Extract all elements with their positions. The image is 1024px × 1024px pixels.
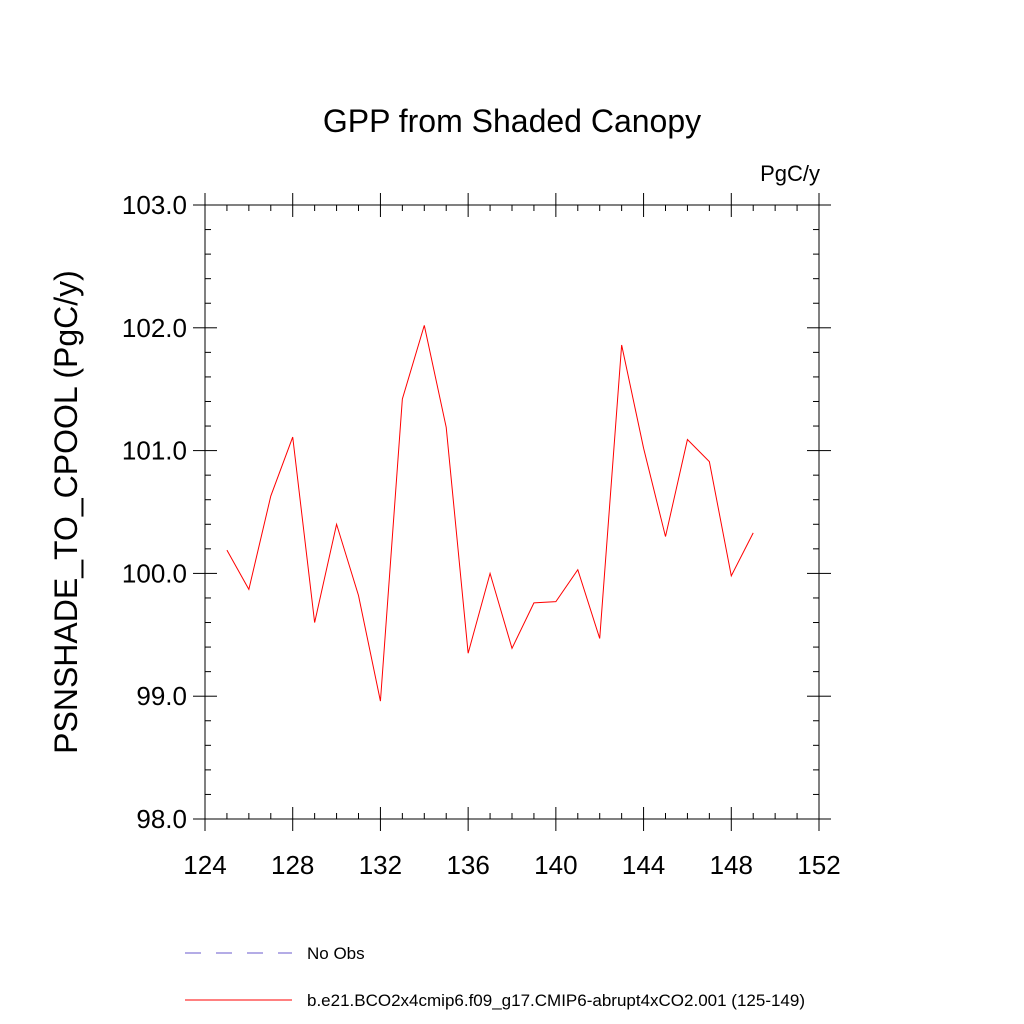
x-tick-label: 124 <box>183 850 226 880</box>
x-tick-label: 144 <box>622 850 665 880</box>
x-tick-label: 140 <box>534 850 577 880</box>
y-tick-label: 101.0 <box>122 436 187 466</box>
x-tick-label: 152 <box>797 850 840 880</box>
x-tick-label: 132 <box>359 850 402 880</box>
legend-label: b.e21.BCO2x4cmip6.f09_g17.CMIP6-abrupt4x… <box>307 991 805 1010</box>
x-tick-label: 128 <box>271 850 314 880</box>
chart-title: GPP from Shaded Canopy <box>323 103 701 139</box>
y-tick-label: 98.0 <box>136 804 187 834</box>
y-tick-label: 100.0 <box>122 558 187 588</box>
x-axis-ticks: 124 128 132 136 140 144 148 152 <box>183 193 841 880</box>
x-tick-label: 148 <box>710 850 753 880</box>
y-tick-label: 103.0 <box>122 190 187 220</box>
legend: No Obs b.e21.BCO2x4cmip6.f09_g17.CMIP6-ab… <box>185 944 805 1010</box>
y-tick-label: 102.0 <box>122 313 187 343</box>
units-label: PgC/y <box>760 161 820 186</box>
plot-frame <box>204 204 820 820</box>
series-layer <box>226 325 754 702</box>
legend-label: No Obs <box>307 944 365 963</box>
y-tick-label: 99.0 <box>136 681 187 711</box>
y-axis-label: PSNSHADE_TO_CPOOL (PgC/y) <box>48 270 84 754</box>
x-tick-label: 136 <box>446 850 489 880</box>
y-axis-ticks: 98.0 99.0 100.0 101.0 102.0 103.0 <box>122 190 831 834</box>
series-line <box>226 325 754 702</box>
